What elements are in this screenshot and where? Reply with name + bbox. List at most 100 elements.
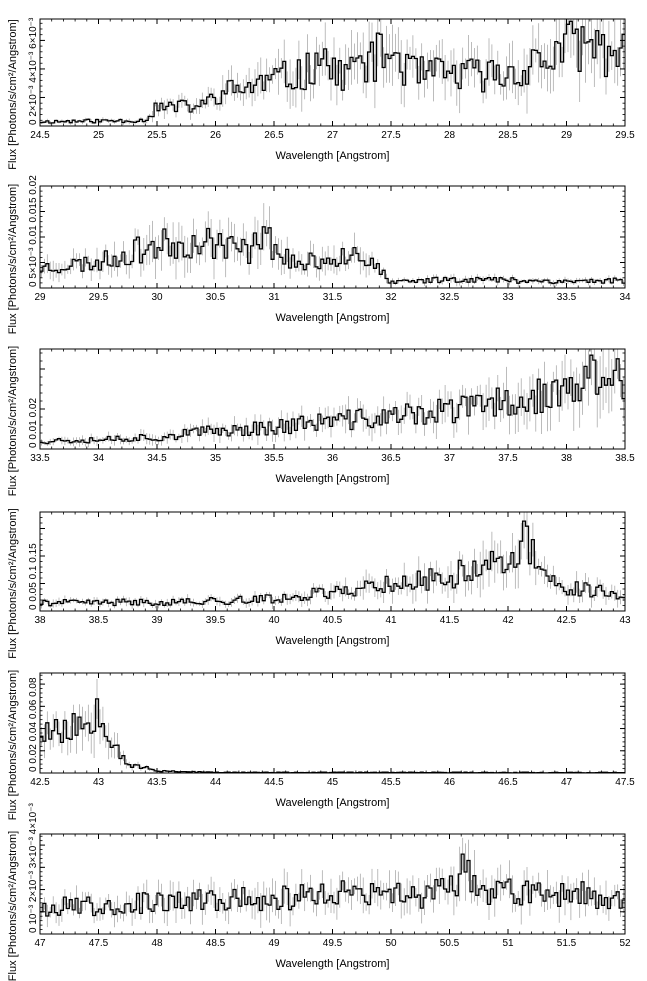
panel-5-xlabel: Wavelength [Angstrom] bbox=[276, 797, 390, 809]
panel-2-xlabel: Wavelength [Angstrom] bbox=[276, 312, 390, 324]
x-tick-label: 29 bbox=[561, 130, 573, 141]
panel-2: 29 29.5 30 30.5 31 31.5 32 32.5 33 33.5 34 0 5×10⁻… bbox=[7, 175, 631, 334]
spectrum-histogram bbox=[40, 20, 625, 124]
x-tick-label: 41.5 bbox=[440, 615, 460, 626]
panel-4-frame bbox=[39, 511, 626, 612]
x-tick-label: 26.5 bbox=[264, 130, 284, 141]
x-tick-label: 43 bbox=[619, 615, 631, 626]
panel-2-ylabel: Flux [Photons/s/cm²/Angstrom] bbox=[7, 184, 19, 334]
x-tick-label: 34 bbox=[619, 292, 631, 303]
x-tick-label: 27 bbox=[327, 130, 339, 141]
x-tick-label: 47 bbox=[34, 938, 46, 949]
x-tick-label: 30 bbox=[151, 292, 163, 303]
x-tick-label: 30.5 bbox=[206, 292, 226, 303]
x-tick-label: 38.5 bbox=[89, 615, 109, 626]
panel-2-frame bbox=[39, 185, 626, 289]
panel-5-ytick-labels: 0 0.02 0.04 0.06 0.08 bbox=[28, 677, 39, 772]
panel-6-xlabel: Wavelength [Angstrom] bbox=[276, 958, 390, 970]
x-tick-label: 25.5 bbox=[147, 130, 167, 141]
x-tick-label: 43 bbox=[93, 777, 105, 788]
panel-1-ticks: 24.5 25 25.5 26 26.5 27 27.5 28 28.5 29 29.5 bbox=[30, 19, 635, 141]
x-tick-label: 36.5 bbox=[381, 453, 401, 464]
x-tick-label: 38 bbox=[561, 453, 573, 464]
panel-4-spectrum bbox=[40, 512, 625, 609]
x-tick-label: 37.5 bbox=[498, 453, 518, 464]
spectrum-histogram bbox=[40, 698, 625, 774]
panel-3-ytick-labels: 0 0.01 0.02 bbox=[28, 398, 39, 448]
x-tick-label: 42 bbox=[502, 615, 514, 626]
x-tick-label: 42.5 bbox=[557, 615, 577, 626]
panel-4-ticks: 38 38.5 39 39.5 40 40.5 41 41.5 42 42.5 43 bbox=[34, 511, 631, 626]
x-tick-label: 47.5 bbox=[89, 938, 109, 949]
panel-4-ylabel: Flux [Photons/s/cm²/Angstrom] bbox=[7, 508, 19, 658]
x-tick-label: 45.5 bbox=[381, 777, 401, 788]
x-tick-label: 44.5 bbox=[264, 777, 284, 788]
x-tick-label: 50.5 bbox=[440, 938, 460, 949]
panel-5-ylabel: Flux [Photons/s/cm²/Angstrom] bbox=[7, 670, 19, 820]
panel-3-xlabel: Wavelength [Angstrom] bbox=[276, 473, 390, 485]
panel-6-ylabel: Flux [Photons/s/cm²/Angstrom] bbox=[7, 831, 19, 981]
x-tick-label: 38 bbox=[34, 615, 46, 626]
x-tick-label: 34 bbox=[93, 453, 105, 464]
x-tick-label: 39.5 bbox=[206, 615, 226, 626]
panel-5-spectrum bbox=[40, 679, 625, 774]
x-tick-label: 46.5 bbox=[498, 777, 518, 788]
x-tick-label: 48 bbox=[151, 938, 163, 949]
panel-6-ticks: 47 47.5 48 48.5 49 49.5 50 50.5 51 51.5 52 bbox=[34, 834, 631, 949]
panel-4-ytick-labels: 0 0.05 0.1 0.15 bbox=[28, 543, 39, 610]
panel-6-spectrum bbox=[40, 837, 625, 928]
panel-1-xlabel: Wavelength [Angstrom] bbox=[276, 150, 390, 162]
x-tick-label: 27.5 bbox=[381, 130, 401, 141]
x-tick-label: 43.5 bbox=[147, 777, 167, 788]
x-tick-label: 35 bbox=[210, 453, 222, 464]
x-tick-label: 32.5 bbox=[440, 292, 460, 303]
panel-1-ytick-labels: 0 2×10⁻³ 4×10⁻³ 6×10⁻³ bbox=[28, 17, 39, 125]
panel-5-frame bbox=[39, 672, 626, 774]
spectrum-histogram bbox=[40, 520, 625, 607]
panel-3-ylabel: Flux [Photons/s/cm²/Angstrom] bbox=[7, 346, 19, 496]
x-tick-label: 48.5 bbox=[206, 938, 226, 949]
x-tick-label: 49 bbox=[268, 938, 280, 949]
x-tick-label: 49.5 bbox=[323, 938, 343, 949]
x-tick-label: 40 bbox=[268, 615, 280, 626]
x-tick-label: 35.5 bbox=[264, 453, 284, 464]
x-tick-label: 51 bbox=[502, 938, 514, 949]
x-tick-label: 29.5 bbox=[615, 130, 635, 141]
spectrum-histogram bbox=[40, 354, 625, 445]
spectrum-histogram bbox=[40, 226, 625, 285]
x-tick-label: 52 bbox=[619, 938, 631, 949]
x-tick-label: 40.5 bbox=[323, 615, 343, 626]
panel-5-ticks: 42.5 43 43.5 44 44.5 45 45.5 46 46.5 47 47.5 bbox=[30, 673, 635, 788]
panel-3-spectrum bbox=[40, 349, 625, 448]
x-tick-label: 46 bbox=[444, 777, 456, 788]
panel-6-ytick-labels: 0 10⁻³ 2×10⁻³ 3×10⁻³ 4×10⁻³ bbox=[28, 803, 39, 933]
x-tick-label: 25 bbox=[93, 130, 105, 141]
panel-1: 24.5 25 25.5 26 26.5 27 27.5 28 28.5 29 29.5 0 2×1… bbox=[7, 17, 635, 170]
x-tick-label: 33.5 bbox=[30, 453, 50, 464]
panel-3-ticks: 33.5 34 34.5 35 35.5 36 36.5 37 37.5 38 38.5 bbox=[30, 349, 635, 464]
x-tick-label: 33.5 bbox=[557, 292, 577, 303]
x-tick-label: 33 bbox=[502, 292, 514, 303]
x-tick-label: 42.5 bbox=[30, 777, 50, 788]
x-tick-label: 51.5 bbox=[557, 938, 577, 949]
x-tick-label: 24.5 bbox=[30, 130, 50, 141]
x-tick-label: 26 bbox=[210, 130, 222, 141]
panel-1-ylabel: Flux [Photons/s/cm²/Angstrom] bbox=[7, 19, 19, 169]
x-tick-label: 28 bbox=[444, 130, 456, 141]
panel-2-spectrum bbox=[40, 203, 625, 287]
panel-5: 42.5 43 43.5 44 44.5 45 45.5 46 46.5 47 47.5 0 0.0… bbox=[7, 670, 635, 820]
x-tick-label: 29 bbox=[34, 292, 46, 303]
x-tick-label: 39 bbox=[151, 615, 163, 626]
panel-6: 47 47.5 48 48.5 49 49.5 50 50.5 51 51.5 52 0 10⁻³ … bbox=[7, 803, 631, 981]
panel-1-spectrum bbox=[40, 19, 625, 125]
x-tick-label: 32 bbox=[385, 292, 397, 303]
panel-4: 38 38.5 39 39.5 40 40.5 41 41.5 42 42.5 43 0 0.05 … bbox=[7, 508, 631, 658]
x-tick-label: 28.5 bbox=[498, 130, 518, 141]
x-tick-label: 44 bbox=[210, 777, 222, 788]
panel-2-ticks: 29 29.5 30 30.5 31 31.5 32 32.5 33 33.5 34 bbox=[34, 185, 631, 303]
x-tick-label: 47 bbox=[561, 777, 573, 788]
panel-3: 33.5 34 34.5 35 35.5 36 36.5 37 37.5 38 38.5 0 0.0… bbox=[7, 346, 635, 496]
x-tick-label: 41 bbox=[385, 615, 397, 626]
x-tick-label: 50 bbox=[385, 938, 397, 949]
